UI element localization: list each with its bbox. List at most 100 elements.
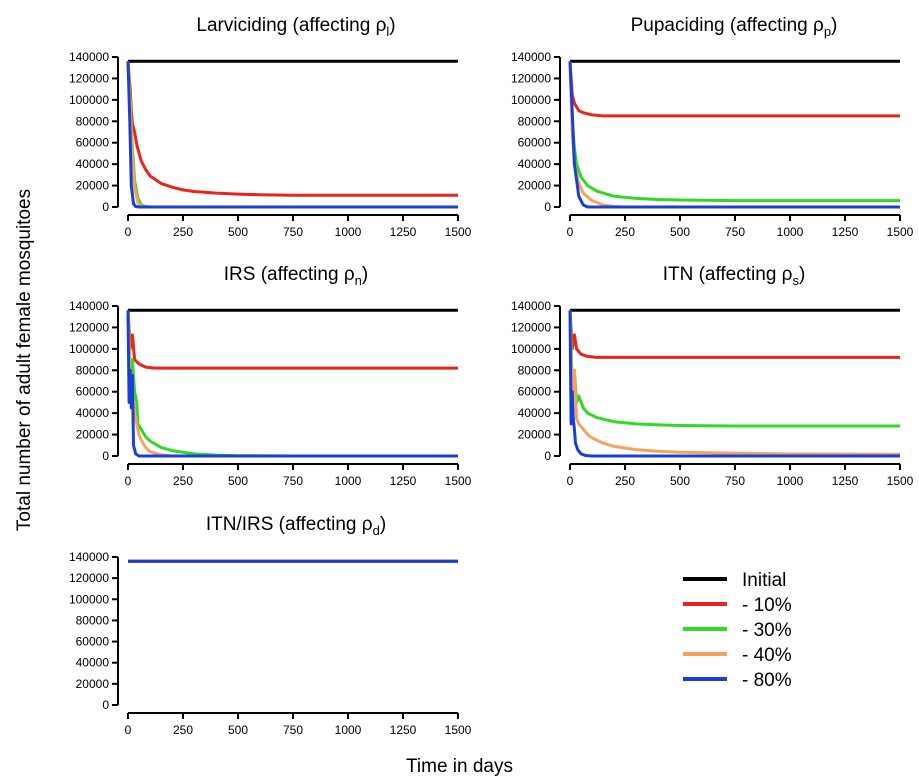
y-tick-label: 40000	[518, 406, 552, 420]
x-tick-label: 750	[283, 474, 303, 488]
y-tick-label: 0	[544, 200, 551, 214]
x-tick-label: 0	[125, 474, 132, 488]
y-tick-label: 20000	[76, 179, 110, 193]
subplot-title: Pupaciding (affecting ρp)	[631, 15, 838, 39]
x-tick-label: 750	[283, 723, 303, 737]
series-line-40	[568, 310, 901, 456]
y-tick-label: 120000	[511, 71, 551, 85]
subplot-title: Larviciding (affecting ρl)	[196, 15, 395, 39]
y-tick-label: 140000	[69, 50, 109, 64]
y-tick-label: 140000	[511, 50, 551, 64]
x-tick-label: 1250	[390, 225, 417, 239]
y-tick-label: 100000	[511, 342, 551, 356]
subplot-1: Larviciding (affecting ρl) 0 20000 40000 600…	[69, 15, 472, 239]
y-tick-label: 140000	[511, 299, 551, 313]
series-line-80	[568, 61, 900, 209]
series-line-10	[126, 310, 458, 370]
y-tick-label: 100000	[511, 93, 551, 107]
y-tick-label: 20000	[518, 179, 552, 193]
subplot-title: IRS (affecting ρn)	[224, 264, 368, 288]
y-tick-label: 120000	[511, 320, 551, 334]
x-tick-label: 1250	[832, 474, 859, 488]
x-tick-label: 1500	[445, 723, 472, 737]
legend-label: Initial	[742, 570, 786, 591]
subplot-4: ITN (affecting ρs) 0 20000 40000 60000 80000 1…	[511, 264, 914, 488]
series-line-10	[568, 61, 900, 118]
y-tick-label: 60000	[518, 385, 552, 399]
y-tick-label: 20000	[76, 428, 110, 442]
x-tick-label: 500	[670, 474, 690, 488]
y-tick-label: 60000	[518, 136, 552, 150]
x-axis-label: Time in days	[406, 756, 513, 777]
x-tick-label: 1000	[335, 723, 362, 737]
y-tick-label: 0	[102, 449, 109, 463]
legend-label: - 30%	[742, 620, 792, 641]
y-tick-label: 40000	[76, 157, 110, 171]
x-tick-label: 1500	[887, 474, 914, 488]
series-line-30	[568, 310, 900, 428]
series-line-80	[126, 61, 458, 209]
y-tick-label: 120000	[69, 320, 109, 334]
x-tick-label: 1250	[832, 225, 859, 239]
x-tick-label: 250	[615, 474, 635, 488]
x-tick-label: 1250	[390, 474, 417, 488]
y-tick-label: 60000	[76, 385, 110, 399]
x-tick-label: 1500	[887, 225, 914, 239]
x-tick-label: 250	[615, 225, 635, 239]
x-tick-label: 750	[725, 225, 745, 239]
x-tick-label: 1500	[445, 474, 472, 488]
y-tick-label: 120000	[69, 71, 109, 85]
y-tick-label: 0	[102, 200, 109, 214]
series-line-30	[126, 61, 458, 209]
y-tick-label: 40000	[518, 157, 552, 171]
legend: Initial - 10% - 30% - 40% - 80%	[683, 570, 792, 691]
subplot-5: ITN/IRS (affecting ρd) 0 20000 40000 60000 80…	[69, 514, 472, 737]
x-tick-label: 0	[125, 225, 132, 239]
x-tick-label: 1000	[777, 225, 804, 239]
y-tick-label: 100000	[69, 342, 109, 356]
x-tick-label: 250	[173, 474, 193, 488]
y-tick-label: 80000	[518, 114, 552, 128]
y-tick-label: 20000	[518, 428, 552, 442]
subplot-2: Pupaciding (affecting ρp) 0 20000 40000 6000…	[511, 15, 914, 239]
series-line-80	[126, 310, 458, 458]
y-tick-label: 0	[544, 449, 551, 463]
y-tick-label: 20000	[76, 677, 110, 691]
y-tick-label: 80000	[76, 613, 110, 627]
x-tick-label: 1000	[335, 474, 362, 488]
x-tick-label: 0	[567, 474, 574, 488]
x-tick-label: 500	[670, 225, 690, 239]
series-line-40	[126, 61, 458, 209]
x-tick-label: 500	[228, 723, 248, 737]
series-line-10	[126, 61, 458, 197]
x-tick-label: 750	[725, 474, 745, 488]
x-tick-label: 0	[125, 723, 132, 737]
subplot-title: ITN/IRS (affecting ρd)	[206, 514, 386, 538]
series-line-40	[126, 310, 458, 458]
x-tick-label: 1000	[335, 225, 362, 239]
y-tick-label: 80000	[518, 363, 552, 377]
y-tick-label: 40000	[76, 656, 110, 670]
x-tick-label: 1250	[390, 723, 417, 737]
subplot-title: ITN (affecting ρs)	[663, 264, 806, 288]
y-tick-label: 100000	[69, 592, 109, 606]
x-tick-label: 500	[228, 225, 248, 239]
x-tick-label: 250	[173, 225, 193, 239]
y-tick-label: 140000	[69, 299, 109, 313]
subplot-3: IRS (affecting ρn) 0 20000 40000 60000 80000 1…	[69, 264, 472, 488]
y-tick-label: 80000	[76, 363, 110, 377]
y-tick-label: 60000	[76, 136, 110, 150]
x-tick-label: 1500	[445, 225, 472, 239]
y-tick-label: 100000	[69, 93, 109, 107]
y-tick-label: 80000	[76, 114, 110, 128]
legend-label: - 40%	[742, 645, 792, 666]
x-tick-label: 250	[173, 723, 193, 737]
x-tick-label: 500	[228, 474, 248, 488]
series-line-80	[568, 310, 900, 458]
y-tick-label: 0	[102, 698, 109, 712]
y-tick-label: 60000	[76, 635, 110, 649]
y-tick-label: 120000	[69, 571, 109, 585]
series-line-10	[568, 310, 900, 359]
x-tick-label: 0	[567, 225, 574, 239]
